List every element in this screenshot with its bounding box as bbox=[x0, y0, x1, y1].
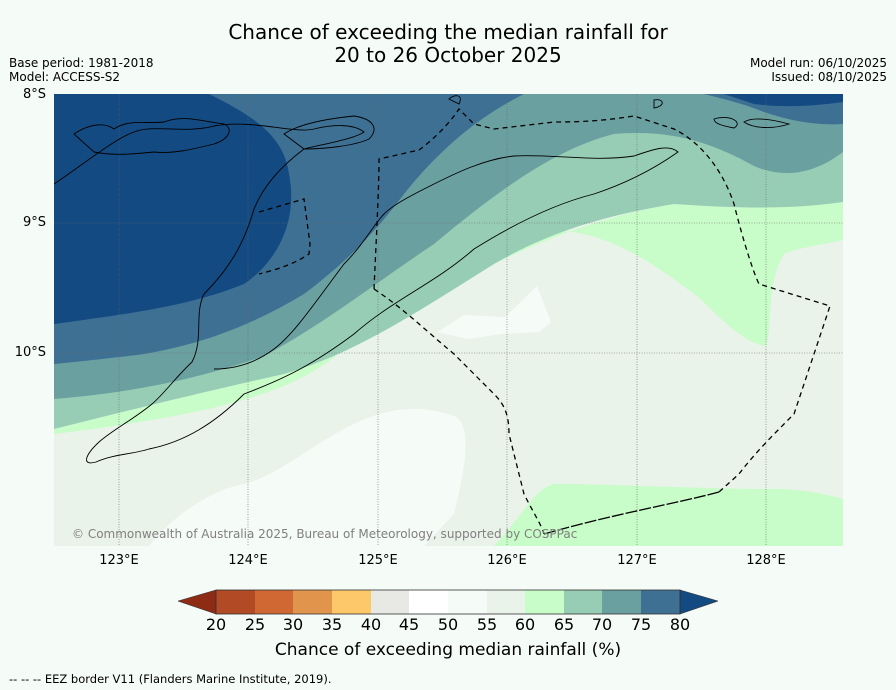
colorbar-segment-70-75 bbox=[602, 590, 641, 614]
colorbar-tick-80: 80 bbox=[669, 615, 691, 634]
colorbar bbox=[178, 589, 718, 615]
colorbar-segment-60-65 bbox=[525, 590, 564, 614]
colorbar-arrow-above-80 bbox=[679, 589, 718, 615]
colorbar-tick-50: 50 bbox=[437, 615, 459, 634]
lon-label-126e: 126°E bbox=[487, 553, 527, 568]
colorbar-tick-70: 70 bbox=[591, 615, 613, 634]
model-text: Model: ACCESS-S2 bbox=[9, 70, 121, 84]
colorbar-segment-40-45 bbox=[371, 590, 409, 614]
eez-west bbox=[258, 198, 311, 275]
colorbar-segment-50-55 bbox=[448, 590, 487, 614]
flores-island bbox=[73, 118, 230, 155]
islet-3 bbox=[743, 118, 791, 128]
region-above-80-ne bbox=[724, 94, 843, 107]
lat-label-9s: 9°S bbox=[22, 215, 46, 230]
colorbar-tick-55: 55 bbox=[476, 615, 498, 634]
colorbar-segment-65-70 bbox=[564, 590, 602, 614]
region-60-65-south bbox=[494, 484, 843, 546]
colorbar-tick-25: 25 bbox=[244, 615, 266, 634]
eez-central bbox=[373, 288, 545, 535]
colorbar-tick-75: 75 bbox=[630, 615, 652, 634]
islet-2 bbox=[713, 117, 738, 129]
lon-label-127e: 127°E bbox=[617, 553, 657, 568]
colorbar-segment-55-60 bbox=[487, 590, 525, 614]
colorbar-segment-75-80 bbox=[641, 590, 680, 614]
region-50-55 bbox=[149, 408, 466, 546]
colorbar-segment-20-25 bbox=[216, 590, 255, 614]
map-title-line1: Chance of exceeding the median rainfall … bbox=[228, 20, 668, 44]
issued-text: Issued: 08/10/2025 bbox=[771, 70, 887, 84]
model-run-text: Model run: 06/10/2025 bbox=[749, 56, 887, 70]
colorbar-outline bbox=[215, 589, 681, 615]
lon-label-123e: 123°E bbox=[99, 553, 139, 568]
colorbar-label: Chance of exceeding median rainfall (%) bbox=[274, 640, 622, 660]
eez-legend-note: -- -- -- EEZ border V11 (Flanders Marine… bbox=[9, 672, 332, 686]
region-above-80 bbox=[54, 94, 292, 324]
base-period-text: Base period: 1981-2018 bbox=[9, 56, 154, 70]
lat-label-8s: 8°S bbox=[22, 87, 46, 102]
lat-label-10s: 10°S bbox=[14, 345, 46, 360]
islet-1 bbox=[653, 99, 663, 109]
lon-label-128e: 128°E bbox=[746, 553, 786, 568]
colorbar-tick-60: 60 bbox=[514, 615, 536, 634]
colorbar-arrow-below-20 bbox=[178, 589, 217, 615]
copyright-text: © Commonwealth of Australia 2025, Bureau… bbox=[72, 527, 577, 541]
eez-border bbox=[258, 107, 831, 535]
eez-south bbox=[543, 491, 720, 535]
colorbar-segment-35-40 bbox=[332, 590, 371, 614]
map-graticule bbox=[54, 94, 843, 546]
lon-label-125e: 125°E bbox=[358, 553, 398, 568]
colorbar-tick-35: 35 bbox=[321, 615, 343, 634]
coastlines bbox=[54, 95, 791, 464]
colorbar-segment-45-50 bbox=[409, 590, 448, 614]
timor-coastline bbox=[54, 123, 679, 464]
colorbar-tick-45: 45 bbox=[398, 615, 420, 634]
eez-east bbox=[373, 107, 831, 493]
colorbar-tick-20: 20 bbox=[205, 615, 227, 634]
alor-island bbox=[283, 115, 375, 150]
rainfall-map: © Commonwealth of Australia 2025, Bureau… bbox=[54, 94, 843, 546]
colorbar-tick-40: 40 bbox=[360, 615, 382, 634]
colorbar-segment-25-30 bbox=[255, 590, 293, 614]
colorbar-tick-65: 65 bbox=[553, 615, 575, 634]
colorbar-segment-30-35 bbox=[293, 590, 332, 614]
map-title-line2: 20 to 26 October 2025 bbox=[334, 43, 562, 67]
lon-label-124e: 124°E bbox=[228, 553, 268, 568]
region-50-55-north bbox=[436, 286, 551, 339]
islet-4 bbox=[448, 95, 461, 105]
colorbar-tick-30: 30 bbox=[282, 615, 304, 634]
